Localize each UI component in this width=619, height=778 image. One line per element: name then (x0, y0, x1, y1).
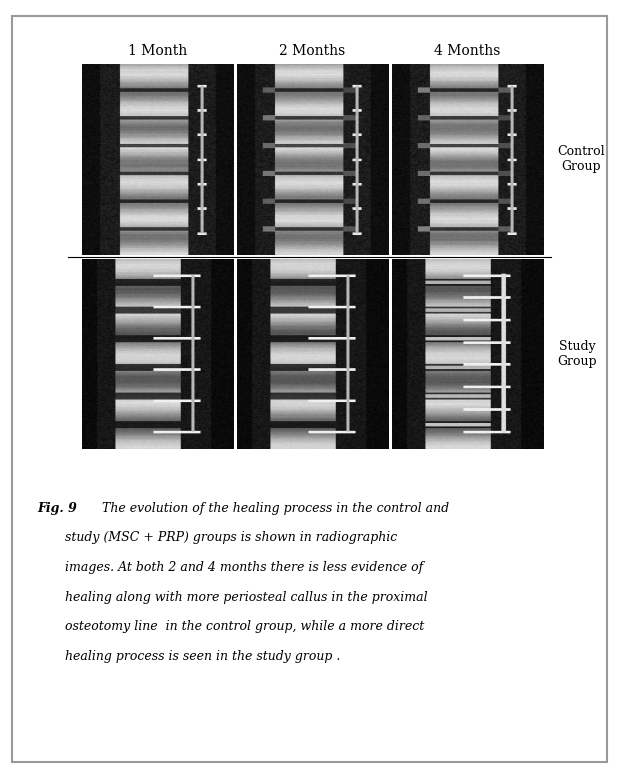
Text: Fig. 9: Fig. 9 (37, 502, 77, 515)
Text: healing process is seen in the study group .: healing process is seen in the study gro… (37, 650, 340, 663)
Text: Study
Group: Study Group (557, 340, 597, 368)
Text: 1 Month: 1 Month (128, 44, 188, 58)
Text: Control
Group: Control Group (557, 145, 605, 173)
Text: The evolution of the healing process in the control and: The evolution of the healing process in … (90, 502, 449, 515)
Text: 2 Months: 2 Months (279, 44, 346, 58)
Text: healing along with more periosteal callus in the proximal: healing along with more periosteal callu… (37, 591, 428, 604)
FancyBboxPatch shape (12, 16, 607, 762)
Text: osteotomy line  in the control group, while a more direct: osteotomy line in the control group, whi… (37, 620, 425, 633)
Text: images. At both 2 and 4 months there is less evidence of: images. At both 2 and 4 months there is … (37, 561, 423, 574)
Text: 4 Months: 4 Months (434, 44, 501, 58)
Text: study (MSC + PRP) groups is shown in radiographic: study (MSC + PRP) groups is shown in rad… (37, 531, 397, 545)
